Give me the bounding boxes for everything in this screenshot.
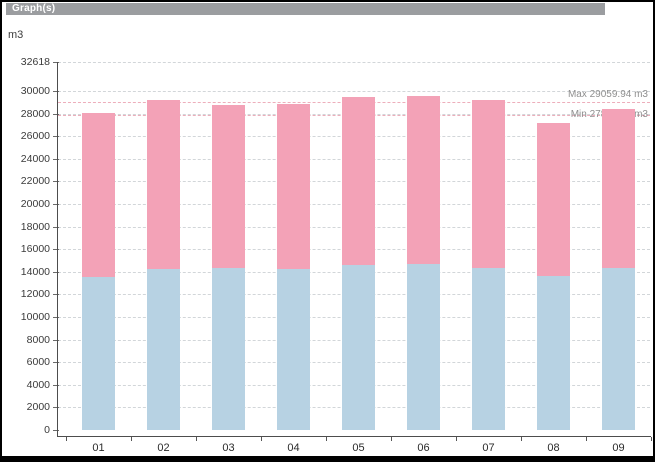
x-axis-category-label: 03 <box>222 442 235 454</box>
y-axis-tick-label: 12000 <box>20 288 50 300</box>
y-axis-tick <box>53 91 59 92</box>
y-axis-tick-label: 20000 <box>20 198 50 210</box>
y-axis-tick-label: 26000 <box>20 130 50 142</box>
panel-titlebar[interactable]: Graph(s) <box>6 3 605 15</box>
bar-segment-06-top[interactable] <box>407 96 440 264</box>
x-axis-tick <box>326 437 327 441</box>
y-axis-tick <box>53 204 59 205</box>
y-axis-line <box>57 62 58 436</box>
bar-segment-06-bottom[interactable] <box>407 264 440 430</box>
x-axis-category-label: 06 <box>417 442 430 454</box>
x-axis-category-label: 09 <box>612 442 625 454</box>
bar-segment-05-top[interactable] <box>342 97 375 265</box>
y-axis-tick-label: 4000 <box>26 379 50 391</box>
x-axis-category-label: 01 <box>92 442 105 454</box>
y-axis-tick-label: 18000 <box>20 221 50 233</box>
y-axis-tick-label: 2000 <box>26 401 50 413</box>
bar-segment-01-bottom[interactable] <box>82 277 115 430</box>
x-axis-tick <box>66 437 67 441</box>
y-axis-tick-label: 32618 <box>20 56 50 68</box>
bar-segment-04-bottom[interactable] <box>277 269 310 430</box>
y-axis-unit-label: m3 <box>8 29 24 41</box>
bar-segment-03-bottom[interactable] <box>212 267 245 430</box>
y-axis-tick-label: 8000 <box>26 334 50 346</box>
x-axis-tick <box>261 437 262 441</box>
y-axis-tick <box>53 159 59 160</box>
y-axis-tick-label: 24000 <box>20 153 50 165</box>
x-axis-tick <box>586 437 587 441</box>
x-axis-tick <box>391 437 392 441</box>
y-axis-tick <box>53 430 59 431</box>
y-axis-tick <box>53 317 59 318</box>
x-axis-category-label: 02 <box>157 442 170 454</box>
bar-segment-08-top[interactable] <box>537 123 570 276</box>
y-axis-tick-label: 10000 <box>20 311 50 323</box>
y-axis-tick-label: 14000 <box>20 266 50 278</box>
panel-title: Graph(s) <box>12 3 56 14</box>
y-axis-tick <box>53 62 59 63</box>
y-axis-tick <box>53 407 59 408</box>
bar-segment-07-top[interactable] <box>472 100 505 268</box>
y-axis-tick <box>53 227 59 228</box>
x-axis-tick <box>131 437 132 441</box>
y-axis-tick <box>53 272 59 273</box>
bar-segment-08-bottom[interactable] <box>537 276 570 430</box>
x-axis-category-label: 05 <box>352 442 365 454</box>
bar-segment-04-top[interactable] <box>277 104 310 269</box>
x-axis-category-label: 07 <box>482 442 495 454</box>
y-axis-tick <box>53 362 59 363</box>
window-border-bottom <box>0 456 655 462</box>
window-border-left <box>0 0 2 462</box>
bar-segment-09-bottom[interactable] <box>602 268 635 430</box>
bar-segment-02-bottom[interactable] <box>147 269 180 430</box>
y-axis-tick-label: 30000 <box>20 85 50 97</box>
y-axis-tick <box>53 340 59 341</box>
y-axis-tick <box>53 136 59 137</box>
x-axis-category-label: 04 <box>287 442 300 454</box>
x-axis-line <box>57 436 651 437</box>
bar-segment-01-top[interactable] <box>82 113 115 277</box>
gridline <box>58 91 650 92</box>
bar-segment-07-bottom[interactable] <box>472 268 505 430</box>
y-axis-tick-label: 0 <box>44 424 50 436</box>
y-axis-tick-label: 16000 <box>20 243 50 255</box>
y-axis-tick <box>53 114 59 115</box>
bar-segment-05-bottom[interactable] <box>342 265 375 430</box>
x-axis-tick <box>196 437 197 441</box>
gridline <box>58 62 650 63</box>
x-axis-tick <box>521 437 522 441</box>
x-axis-tick <box>651 437 652 441</box>
y-axis-tick-label: 6000 <box>26 356 50 368</box>
y-axis-tick <box>53 294 59 295</box>
annotation-label: Max 29059.94 m3 <box>567 89 648 100</box>
bar-segment-09-top[interactable] <box>602 109 635 268</box>
y-axis-tick <box>53 181 59 182</box>
x-axis-category-label: 08 <box>547 442 560 454</box>
window-border-top <box>0 0 655 2</box>
y-axis-tick-label: 22000 <box>20 175 50 187</box>
bar-segment-03-top[interactable] <box>212 105 245 268</box>
x-axis-tick <box>456 437 457 441</box>
window-border-right <box>653 0 655 462</box>
y-axis-tick <box>53 385 59 386</box>
bar-segment-02-top[interactable] <box>147 100 180 269</box>
y-axis-tick <box>53 249 59 250</box>
y-axis-tick-label: 28000 <box>20 108 50 120</box>
